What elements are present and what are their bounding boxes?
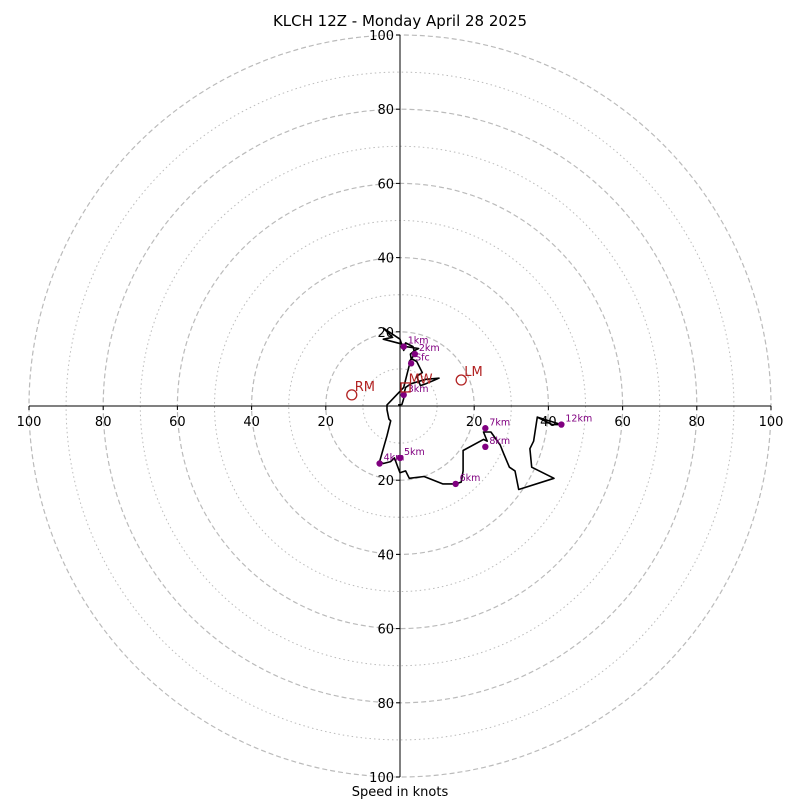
y-tick-label: 40: [377, 252, 394, 267]
x-tick-label: 60: [614, 415, 631, 430]
hodograph-line: [378, 327, 563, 491]
storm-motion-markers: RM LM MW: [346, 365, 483, 401]
height-marker-label: 7km: [489, 417, 510, 428]
x-tick-label: 20: [466, 415, 483, 430]
tick-labels: 100 80 60 40 20 20 40 60 80 100204060801002040608…: [17, 29, 784, 786]
x-tick-label: 40: [243, 415, 260, 430]
y-tick-label: 60: [377, 623, 394, 638]
height-marker-label: 2km: [419, 343, 440, 354]
x-tick-label: 80: [689, 415, 706, 430]
height-marker-label: Sfc: [415, 352, 430, 363]
y-tick-label: 40: [377, 548, 394, 563]
height-marker-label: 4km: [384, 453, 405, 464]
height-marker-point: [558, 421, 565, 428]
x-tick-label: 20: [318, 415, 335, 430]
storm-motion-square: [400, 382, 411, 393]
storm-motion-label: LM: [464, 365, 482, 380]
y-tick-label: 20: [377, 474, 394, 489]
hodograph-line-group: [378, 327, 563, 491]
storm-motion-circle: [346, 389, 358, 401]
height-marker-label: 12km: [565, 414, 592, 425]
height-marker-label: 8km: [489, 436, 510, 447]
axes: [29, 35, 771, 777]
storm-motion-circle: [455, 374, 467, 386]
height-marker-label: 6km: [460, 473, 481, 484]
y-tick-label: 20: [377, 326, 394, 341]
height-marker-point: [396, 454, 404, 462]
height-marker-label: 5km: [404, 447, 425, 458]
height-marker-point: [482, 425, 489, 432]
height-marker-label: 3km: [408, 384, 429, 395]
chart-title: KLCH 12Z - Monday April 28 2025: [273, 12, 527, 30]
y-tick-label: 60: [377, 177, 394, 192]
y-tick-label: 80: [377, 103, 394, 118]
height-marker-label: 1km: [408, 336, 429, 347]
storm-motion-label: RM: [355, 380, 375, 395]
x-tick-label: 80: [95, 415, 112, 430]
y-tick-label: 100: [369, 29, 394, 44]
x-tick-label: 100: [759, 415, 784, 430]
storm-motion-label: MW: [409, 372, 433, 387]
x-tick-label: 100: [17, 415, 42, 430]
x-axis-label: Speed in knots: [352, 785, 449, 800]
height-marker-point: [376, 460, 383, 467]
height-marker-point: [400, 391, 407, 399]
y-tick-label: 80: [377, 697, 394, 712]
x-tick-label: 60: [169, 415, 186, 430]
height-marker-point: [482, 443, 489, 451]
height-marker-point: [452, 480, 459, 488]
height-marker-point: [411, 350, 419, 358]
height-marker-point: [407, 360, 415, 367]
height-marker-point: [400, 343, 407, 350]
y-tick-label: 100: [369, 771, 394, 786]
